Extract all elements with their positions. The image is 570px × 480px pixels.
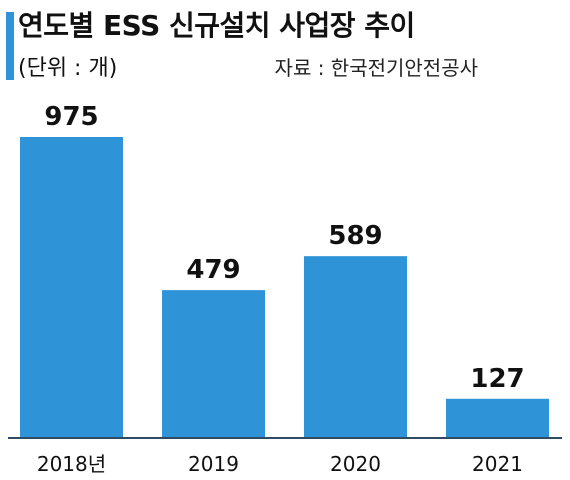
x-tick-label: 2019 — [188, 452, 239, 476]
bar-2021 — [446, 398, 549, 438]
source-label: 자료 : 한국전기안전공사 — [274, 56, 478, 80]
bar-2020 — [304, 256, 407, 438]
chart-header: 연도별 ESS 신규설치 사업장 추이 (단위 : 개) 자료 : 한국전기안전… — [0, 0, 570, 95]
bar-2019 — [162, 290, 265, 438]
x-tick-label: 2021 — [472, 452, 523, 476]
chart-title: 연도별 ESS 신규설치 사업장 추이 — [18, 9, 415, 42]
value-label: 127 — [470, 364, 524, 394]
x-tick-label: 2018년 — [37, 452, 106, 476]
accent-bar — [6, 12, 14, 80]
unit-label: (단위 : 개) — [18, 56, 118, 81]
value-label: 479 — [186, 255, 240, 285]
bar-2018년 — [20, 137, 123, 438]
value-label: 589 — [328, 221, 382, 251]
x-tick-label: 2020 — [330, 452, 381, 476]
value-label: 975 — [44, 102, 98, 132]
